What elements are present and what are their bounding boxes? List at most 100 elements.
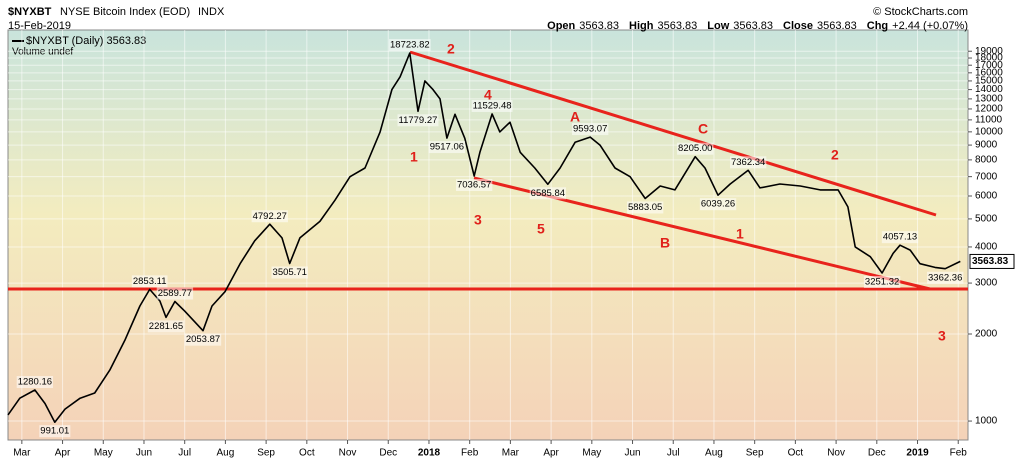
wave-label: 5	[537, 221, 545, 237]
value-label-bg	[455, 178, 493, 191]
value-label: 4057.13	[883, 232, 917, 243]
value-label: 2589.77	[158, 288, 192, 299]
y-tick-label: 13000	[975, 94, 1003, 105]
value-label: 7362.34	[731, 157, 765, 168]
wave-label: C	[698, 121, 708, 137]
value-label-bg	[699, 198, 737, 211]
value-label: 2281.65	[149, 321, 183, 332]
quote-label: Chg	[867, 20, 888, 32]
x-tick-label: May	[94, 448, 113, 459]
y-tick-label: 8000	[975, 155, 998, 166]
wave-label: 2	[831, 147, 839, 163]
value-label: 9593.07	[573, 124, 607, 135]
value-label: 4792.27	[253, 211, 287, 222]
y-tick-label: 2000	[975, 329, 998, 340]
x-tick-label: Dec	[379, 448, 397, 459]
value-label: 7036.57	[457, 180, 491, 191]
x-tick-label: 2018	[418, 448, 441, 459]
y-tick-label: 19000	[975, 46, 1003, 57]
value-label-bg	[147, 320, 185, 333]
value-label: 3251.32	[865, 276, 899, 287]
value-label: 991.01	[40, 426, 69, 437]
value-label-bg	[927, 271, 964, 284]
x-tick-label: Oct	[788, 448, 804, 459]
quote-value: +2.44 (+0.07%)	[892, 20, 968, 32]
symbol: $NYXBT	[8, 6, 52, 18]
y-tick-label: 9000	[975, 140, 998, 151]
quote-value: 3563.83	[733, 20, 773, 32]
copyright: © StockCharts.com	[873, 6, 968, 18]
title: NYSE Bitcoin Index (EOD)	[60, 6, 190, 18]
quote-label: Close	[783, 20, 813, 32]
x-tick-label: Mar	[502, 448, 520, 459]
value-label: 6585.84	[531, 188, 565, 199]
wave-label: 3	[474, 212, 482, 228]
value-label-bg	[251, 210, 288, 223]
value-label-bg	[389, 39, 431, 52]
y-tick-label: 6000	[975, 191, 998, 202]
quote-label: Low	[707, 20, 729, 32]
value-label-bg	[271, 266, 308, 279]
quote-label: Open	[547, 20, 575, 32]
value-label-bg	[184, 333, 222, 346]
y-tick-label: 4000	[975, 242, 998, 253]
y-tick-label: 7000	[975, 171, 998, 182]
x-tick-label: Nov	[339, 448, 357, 459]
value-label-bg	[677, 142, 714, 155]
wave-labels: 2 1 4 3 5 A C B 1 2 3	[410, 41, 946, 344]
quote-value: 3563.83	[658, 20, 698, 32]
y-tick-label: 1000	[975, 416, 998, 427]
value-label-bg	[729, 156, 767, 169]
header: $NYXBT NYSE Bitcoin Index (EOD) INDX 15-…	[8, 6, 968, 32]
value-label: 5883.05	[628, 202, 662, 213]
value-label: 2853.11	[133, 276, 167, 287]
price-line	[7, 52, 961, 423]
quote-label: High	[629, 20, 654, 32]
value-label: 11529.48	[473, 100, 512, 111]
y-tick-label: 18000	[975, 53, 1003, 64]
x-tick-label: Jun	[136, 448, 152, 459]
x-tick-label: Aug	[217, 448, 235, 459]
y-tick-label: 14000	[975, 84, 1003, 95]
wave-label: 4	[484, 87, 492, 103]
last-value-box	[969, 253, 1015, 269]
x-tick-label: Dec	[868, 448, 886, 459]
value-label-bg	[626, 201, 664, 214]
wave-label: 3	[938, 328, 946, 344]
wave-label: 1	[410, 149, 418, 165]
y-tick-label: 16000	[975, 67, 1003, 78]
exchange: INDX	[198, 6, 225, 18]
quote-value: 3563.83	[579, 20, 619, 32]
legend-entry: $NYXBT (Daily) 3563.83	[26, 35, 146, 47]
value-label: 9517.06	[430, 142, 464, 153]
value-label-bg	[881, 231, 919, 244]
value-label: 6039.26	[701, 199, 735, 210]
y-tick-label: 10000	[975, 126, 1003, 137]
value-label-bg	[428, 141, 466, 154]
last-value: 3563.83	[972, 256, 1009, 267]
x-tick-label: Jun	[624, 448, 640, 459]
value-label-bg	[156, 287, 194, 300]
upper-channel	[409, 50, 937, 217]
x-tick-label: Jul	[178, 448, 191, 459]
value-label-bg	[39, 425, 71, 438]
value-label: 8205.00	[678, 143, 712, 154]
wave-label: B	[660, 235, 670, 251]
value-label: 3505.71	[273, 267, 307, 278]
quote-value: 3563.83	[817, 20, 857, 32]
value-label: 1280.16	[18, 377, 52, 388]
value-label-bg	[572, 123, 609, 136]
value-label-bg	[397, 114, 439, 127]
x-tick-label: Jul	[667, 448, 680, 459]
wave-label: A	[570, 109, 580, 125]
last-value-tag: 3563.83	[969, 253, 1015, 269]
x-tick-label: May	[582, 448, 601, 459]
value-label-bg	[16, 376, 54, 389]
value-label-bg	[471, 99, 513, 112]
value-label: 18723.82	[390, 40, 430, 51]
value-label: 11779.27	[399, 115, 438, 126]
plot-area	[7, 29, 969, 441]
y-tick-label: 17000	[975, 60, 1003, 71]
x-tick-label: Apr	[543, 448, 559, 459]
